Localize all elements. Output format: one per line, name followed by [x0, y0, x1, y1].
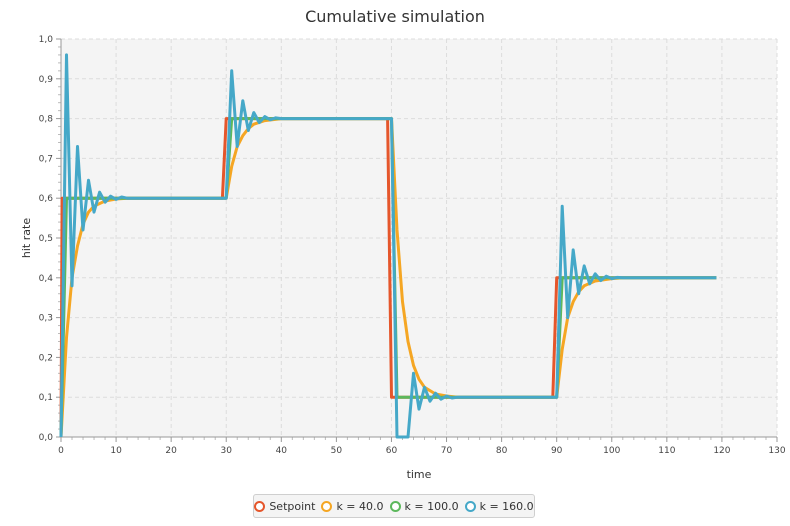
x-tick-label: 70	[441, 446, 453, 456]
legend-item: k = 40.0	[321, 499, 384, 513]
legend-label: k = 160.0	[479, 499, 534, 513]
y-tick-label: 0,6	[39, 194, 54, 204]
legend-item: k = 100.0	[389, 499, 459, 513]
x-tick-label: 30	[221, 446, 233, 456]
chart-title: Cumulative simulation	[305, 7, 485, 26]
x-tick-label: 130	[768, 446, 785, 456]
legend-item: Setpoint	[254, 500, 315, 513]
series-line-3	[59, 53, 717, 439]
y-tick-label: 0,0	[39, 433, 54, 443]
y-axis-title: hit rate	[20, 218, 33, 258]
x-tick-label: 80	[496, 446, 508, 456]
x-tick-label: 60	[386, 446, 398, 456]
legend-swatch	[321, 500, 333, 512]
x-tick-label: 10	[110, 446, 122, 456]
y-tick-label: 0,7	[39, 154, 53, 164]
y-tick-label: 0,2	[39, 353, 53, 363]
y-tick-label: 0,3	[39, 314, 53, 324]
x-tick-label: 100	[603, 446, 620, 456]
x-tick-label: 110	[658, 446, 675, 456]
x-tick-label: 90	[551, 446, 563, 456]
y-tick-label: 0,9	[39, 75, 54, 85]
legend-label: Setpoint	[269, 499, 316, 513]
x-axis-title: time	[407, 468, 432, 481]
legend-swatch	[254, 500, 266, 512]
x-tick-label: 40	[276, 446, 288, 456]
y-tick-label: 0,8	[39, 115, 54, 125]
y-tick-label: 0,5	[39, 234, 53, 244]
x-tick-label: 50	[331, 446, 343, 456]
y-tick-label: 0,1	[39, 393, 53, 403]
x-tick-label: 120	[713, 446, 730, 456]
y-tick-label: 0,4	[39, 274, 54, 284]
legend-swatch	[389, 500, 401, 512]
y-tick-label: 1,0	[39, 35, 54, 45]
x-tick-label: 0	[58, 446, 64, 456]
legend-swatch	[464, 500, 476, 512]
legend-item: k = 160.0	[464, 499, 534, 513]
legend: Setpoint k = 40.0 k = 100.0 k = 160.0	[253, 494, 535, 518]
legend-label: k = 100.0	[404, 499, 459, 513]
legend-label: k = 40.0	[336, 499, 384, 513]
x-tick-label: 20	[165, 446, 177, 456]
